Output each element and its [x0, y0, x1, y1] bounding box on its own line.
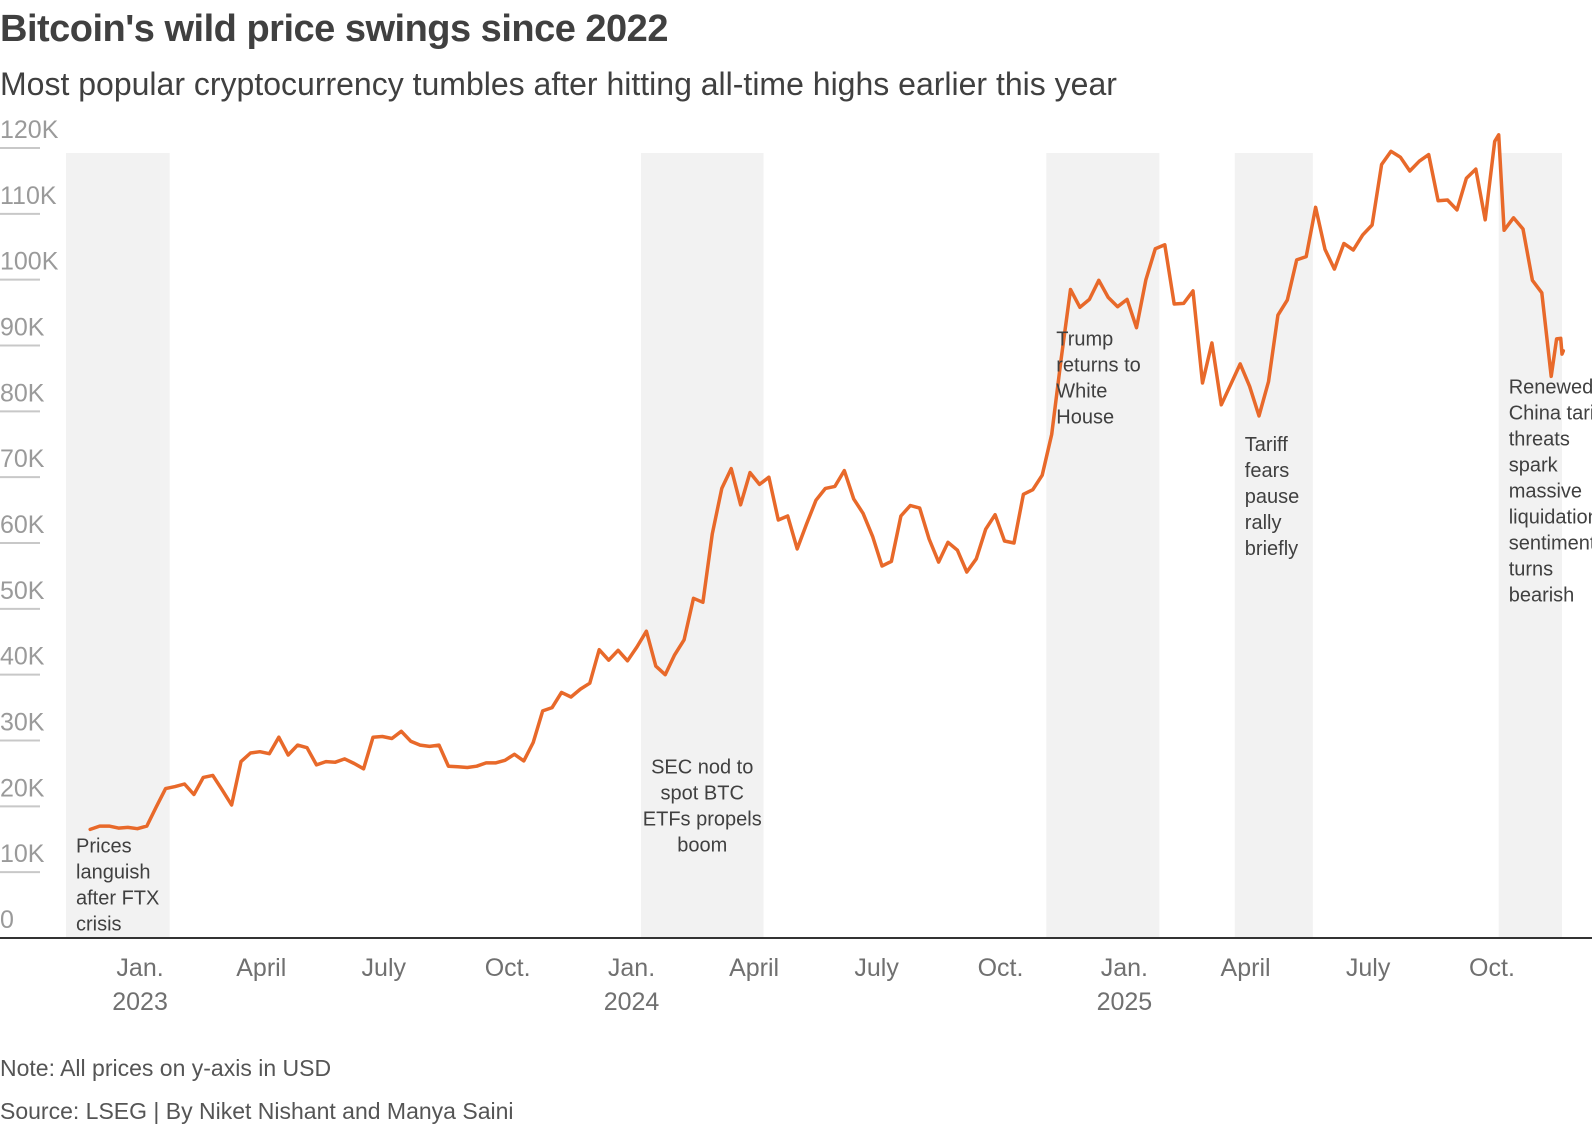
chart-source: Source: LSEG | By Niket Nishant and Many…: [0, 1098, 514, 1124]
chart-title: Bitcoin's wild price swings since 2022: [0, 8, 668, 50]
band-annotation-1: SEC nod to spot BTC ETFs propels boom: [643, 756, 762, 856]
x-tick-label: July: [854, 954, 899, 982]
x-tick-label: April: [1221, 954, 1271, 982]
y-tick-label: 0: [0, 906, 14, 934]
y-tick-label: 110K: [0, 182, 57, 210]
y-axis: 0 10K 20K 30K 40K 50K 60K 70K 80K 90K 100K 110K 120K: [0, 116, 59, 934]
x-tick-label: July: [1346, 954, 1391, 982]
y-tick-label: 10K: [0, 840, 45, 868]
y-tick-label: 90K: [0, 314, 45, 342]
x-tick-label: July: [362, 954, 407, 982]
y-tick-label: 40K: [0, 643, 45, 671]
band-annotation-3: Tariff fears pause rally briefly: [1245, 434, 1300, 560]
highlight-band-0: [66, 153, 170, 938]
y-tick-label: 80K: [0, 379, 45, 407]
x-tick-label: Jan.: [1101, 954, 1148, 982]
annotations: Prices languish after FTX crisis SEC nod to s…: [76, 329, 1592, 936]
x-tick-year-label: 2024: [604, 988, 660, 1016]
highlight-band-4: [1498, 153, 1562, 938]
y-tick-label: 30K: [0, 709, 45, 737]
x-tick-label: Oct.: [1469, 954, 1515, 982]
chart-subtitle: Most popular cryptocurrency tumbles afte…: [0, 66, 1117, 102]
highlight-bands: [66, 153, 1562, 938]
band-annotation-0: Prices languish after FTX crisis: [76, 835, 159, 935]
x-tick-label: April: [236, 954, 286, 982]
x-tick-label: Jan.: [116, 954, 163, 982]
highlight-band-2: [1046, 153, 1160, 938]
highlight-band-3: [1234, 153, 1313, 938]
y-tick-label: 20K: [0, 774, 45, 802]
y-tick-label: 50K: [0, 577, 45, 605]
price-series: [88, 133, 1566, 832]
x-tick-year-label: 2023: [112, 988, 168, 1016]
x-axis: Jan. 2023 April July Oct. Jan. 2024 April July Oc…: [0, 937, 1592, 1016]
x-tick-label: Oct.: [485, 954, 531, 982]
chart-note: Note: All prices on y-axis in USD: [0, 1055, 332, 1081]
x-tick-label: April: [729, 954, 779, 982]
band-annotation-2: Trump returns to White House: [1056, 329, 1140, 429]
y-tick-label: 100K: [0, 248, 59, 276]
highlight-band-1: [640, 153, 764, 938]
price-line: [88, 133, 1566, 832]
y-tick-label: 120K: [0, 116, 59, 144]
x-tick-label: Jan.: [608, 954, 655, 982]
y-tick-label: 60K: [0, 511, 45, 539]
y-tick-label: 70K: [0, 445, 45, 473]
x-tick-label: Oct.: [978, 954, 1024, 982]
x-tick-year-label: 2025: [1097, 988, 1153, 1016]
